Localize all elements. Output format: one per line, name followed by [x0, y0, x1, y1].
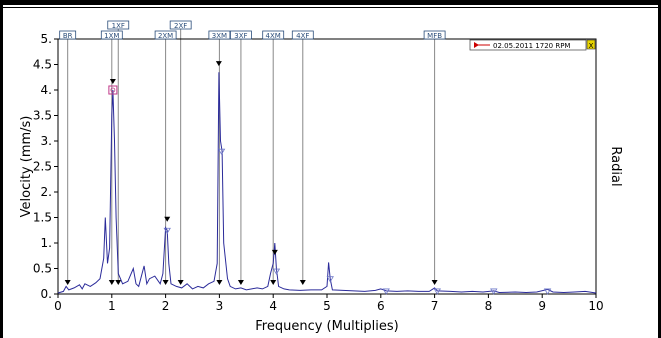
x-tick-label: 1: [108, 299, 116, 313]
marker-label-box[interactable]: [423, 30, 446, 40]
y-tick-label: 0.: [41, 287, 52, 301]
legend-close-button[interactable]: [586, 39, 596, 50]
marker-arrow-icon: [431, 280, 438, 285]
marker-arrow-icon: [216, 280, 223, 285]
y-tick-label: 3.5: [33, 109, 52, 123]
legend-arrow-icon: [474, 42, 479, 48]
harmonic-point-marker: [382, 288, 390, 295]
selected-point-marker[interactable]: [108, 85, 118, 95]
marker-label[interactable]: 4XM: [266, 32, 281, 40]
y-tick-label: 1.: [41, 236, 52, 250]
marker-label[interactable]: 2XF: [174, 22, 187, 30]
marker-label[interactable]: BR: [63, 32, 73, 40]
marker-lines: [64, 29, 438, 285]
x-tick-label: 7: [431, 299, 439, 313]
y-tick-label: 4.: [41, 83, 52, 97]
harmonic-point-marker: [217, 148, 226, 155]
left-border: [0, 0, 3, 338]
marker-label-box[interactable]: [230, 30, 252, 40]
top-separator: [0, 7, 661, 8]
peak-arrow-icon: [215, 61, 222, 67]
marker-label-box[interactable]: [291, 30, 314, 40]
series-group: [57, 72, 597, 294]
y-tick-label: 5.: [41, 32, 52, 46]
marker-label[interactable]: MFB: [427, 32, 442, 40]
marker-arrow-icon: [177, 280, 184, 285]
y-tick-label: 2.5: [33, 160, 52, 174]
marker-label-box[interactable]: [59, 30, 77, 40]
harmonic-point-marker: [543, 288, 552, 295]
marker-label[interactable]: 2XM: [158, 32, 173, 40]
marker-label[interactable]: 1XM: [104, 32, 119, 40]
marker-label[interactable]: 1XF: [112, 22, 125, 30]
marker-arrow-icon: [64, 280, 71, 285]
harmonic-point-marker: [163, 227, 171, 235]
plot-border: [57, 38, 597, 295]
peak-arrow-icon: [271, 249, 278, 255]
harmonic-point-marker: [272, 268, 281, 275]
harmonic-point-marker: [326, 276, 334, 283]
x-tick-label: 0: [54, 299, 62, 313]
x-tick-label: 5: [323, 299, 331, 313]
x-axis-ticks: 0 1 2 3 4 5 6 7 8 9 10: [54, 294, 604, 313]
marker-arrow-icon: [299, 280, 306, 285]
marker-arrow-icon: [162, 280, 169, 285]
x-tick-label: 8: [485, 299, 493, 313]
y-axis-ticks: 0. 0.5 1. 1.5 2. 2.5 3. 3.5 4. 4.5 5.: [33, 32, 58, 301]
spectrum-series-line: [57, 72, 597, 294]
close-icon[interactable]: X: [589, 42, 594, 50]
x-axis-label: Frequency (Multiplies): [255, 319, 398, 334]
top-border: [0, 0, 661, 5]
marker-label-box[interactable]: [169, 20, 192, 30]
marker-label[interactable]: 4XF: [296, 32, 309, 40]
marker-label-box[interactable]: [154, 30, 177, 40]
marker-arrow-icon: [108, 280, 115, 285]
marker-arrow-icon: [237, 280, 244, 285]
x-tick-label: 6: [377, 299, 385, 313]
marker-label-box[interactable]: [208, 30, 231, 40]
plot-area: [57, 38, 597, 295]
harmonic-point-marker: [433, 288, 441, 295]
marker-arrow-icon: [270, 280, 277, 285]
right-border: [658, 0, 661, 338]
x-tick-label: 10: [588, 299, 603, 313]
point-markers: [108, 61, 552, 295]
x-tick-label: 9: [538, 299, 546, 313]
selected-point-dot: [110, 87, 116, 93]
marker-arrow-icon: [115, 280, 122, 285]
peak-arrow-icon: [164, 216, 171, 222]
marker-label-box[interactable]: [100, 30, 123, 40]
marker-label-box[interactable]: [262, 30, 285, 40]
y-tick-label: 3.: [41, 134, 52, 148]
y-tick-label: 0.5: [33, 262, 52, 276]
y-axis-label: Velocity (mm/s): [19, 116, 34, 218]
legend-entry: 02.05.2011 1720 RPM: [493, 42, 570, 50]
x-tick-label: 4: [269, 299, 277, 313]
marker-label[interactable]: 3XM: [212, 32, 227, 40]
y-tick-label: 4.5: [33, 58, 52, 72]
legend[interactable]: 02.05.2011 1720 RPM X: [469, 39, 596, 51]
marker-label-box[interactable]: [107, 20, 130, 30]
peak-arrow-icon: [109, 79, 116, 84]
side-label-radial: Radial: [608, 146, 623, 186]
legend-box: [469, 39, 587, 51]
x-tick-label: 2: [162, 299, 170, 313]
harmonic-point-marker: [490, 288, 498, 295]
marker-label[interactable]: 3XF: [234, 32, 247, 40]
y-tick-label: 2.: [41, 185, 52, 199]
x-tick-label: 3: [216, 299, 224, 313]
y-tick-label: 1.5: [33, 211, 52, 225]
